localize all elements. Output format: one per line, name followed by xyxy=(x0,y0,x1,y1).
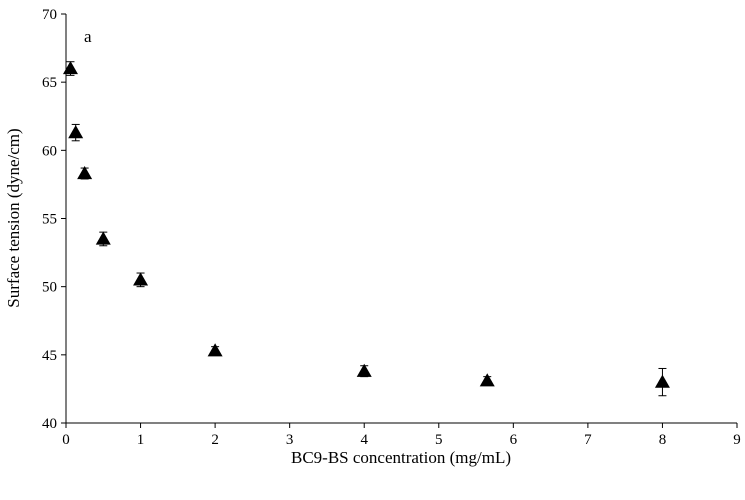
y-axis-title: Surface tension (dyne/cm) xyxy=(4,128,23,307)
data-point-marker xyxy=(479,373,495,387)
y-tick-label: 55 xyxy=(42,212,57,228)
data-point-marker xyxy=(77,166,93,180)
panel-label: a xyxy=(84,27,92,46)
x-tick-label: 8 xyxy=(659,432,667,448)
y-tick-label: 60 xyxy=(42,143,57,159)
x-tick-label: 3 xyxy=(286,432,294,448)
data-point-marker xyxy=(356,363,372,377)
error-bars xyxy=(66,61,667,397)
x-tick-label: 0 xyxy=(62,432,70,448)
y-tick-label: 45 xyxy=(42,348,57,364)
data-point-marker xyxy=(68,125,84,139)
data-point-marker xyxy=(62,61,78,75)
x-tick-label: 7 xyxy=(584,432,592,448)
y-tick-label: 65 xyxy=(42,75,57,91)
data-point-marker xyxy=(654,374,670,388)
x-axis-ticks: 0 1 2 3 4 5 6 7 8 9 xyxy=(62,423,741,448)
x-tick-label: 2 xyxy=(211,432,219,448)
x-tick-label: 1 xyxy=(137,432,145,448)
data-point-marker xyxy=(207,343,223,357)
y-tick-label: 70 xyxy=(42,7,57,23)
x-tick-label: 9 xyxy=(733,432,741,448)
y-axis-ticks: 40 45 50 55 60 65 70 xyxy=(42,7,66,432)
x-tick-label: 4 xyxy=(360,432,368,448)
data-markers xyxy=(62,61,670,388)
data-point-marker xyxy=(133,272,149,286)
y-tick-label: 50 xyxy=(42,280,57,296)
x-tick-label: 6 xyxy=(510,432,518,448)
data-point-marker xyxy=(95,231,111,245)
y-tick-label: 40 xyxy=(42,416,57,432)
x-tick-label: 5 xyxy=(435,432,443,448)
x-axis-title: BC9-BS concentration (mg/mL) xyxy=(291,448,511,467)
